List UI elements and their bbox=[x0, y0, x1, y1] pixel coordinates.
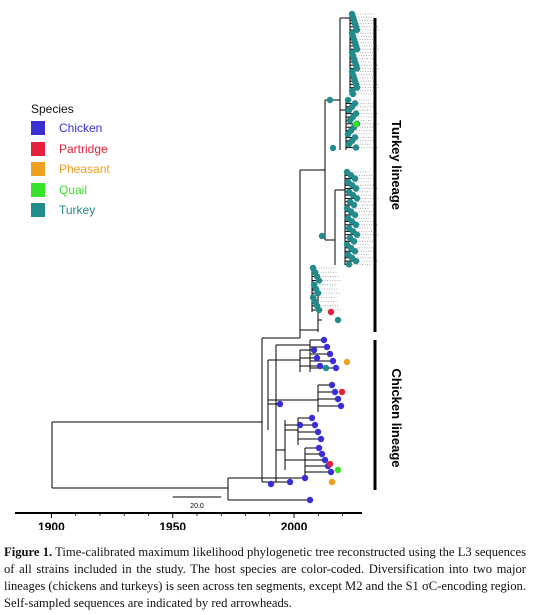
tip-marker bbox=[315, 444, 323, 452]
tip-marker bbox=[351, 211, 359, 219]
legend-label: Chicken bbox=[59, 121, 103, 135]
tip-marker bbox=[313, 354, 321, 362]
tip-marker bbox=[345, 261, 353, 268]
tip-marker bbox=[318, 450, 326, 458]
tip-marker bbox=[346, 117, 354, 124]
tip-marker bbox=[351, 248, 359, 255]
tip-marker bbox=[345, 141, 353, 148]
tip-marker bbox=[314, 290, 322, 297]
legend-label: Quail bbox=[59, 183, 88, 197]
tip-marker bbox=[276, 400, 284, 408]
tip-marker bbox=[353, 84, 361, 91]
tip-marker bbox=[326, 96, 334, 104]
tip-marker bbox=[334, 466, 342, 474]
tip-marker bbox=[286, 478, 294, 486]
tip-marker bbox=[350, 201, 358, 209]
tip-marker bbox=[323, 343, 331, 351]
tip-marker bbox=[337, 402, 345, 410]
tip-marker bbox=[318, 232, 326, 240]
legend-swatch bbox=[31, 162, 45, 176]
tip-marker bbox=[352, 144, 360, 151]
tip-marker bbox=[352, 257, 360, 265]
tip-marker bbox=[332, 364, 340, 372]
tip-marker bbox=[329, 144, 337, 152]
tip-marker bbox=[320, 336, 328, 344]
tip-marker bbox=[310, 346, 318, 354]
tip-marker bbox=[311, 421, 319, 429]
tip-marker bbox=[350, 238, 358, 245]
tip-marker bbox=[321, 456, 329, 464]
tip-marker bbox=[353, 195, 361, 202]
tip-marker bbox=[352, 185, 360, 192]
tip-marker bbox=[328, 381, 336, 389]
tip-marker bbox=[334, 316, 342, 324]
tip-marker bbox=[353, 231, 361, 238]
tip-marker bbox=[353, 46, 361, 53]
tip-marker bbox=[344, 96, 352, 104]
axis-tick-label: 1950 bbox=[159, 520, 186, 530]
tip-marker bbox=[351, 175, 359, 182]
tip-marker bbox=[314, 428, 322, 436]
tip-marker bbox=[331, 388, 339, 396]
tip-marker bbox=[353, 26, 361, 34]
legend-swatch bbox=[31, 183, 45, 197]
figure-panel: Turkey lineage Chicken lineage 1900 1950 20… bbox=[15, 10, 404, 534]
tip-marker bbox=[326, 350, 334, 358]
legend-title: Species bbox=[31, 102, 74, 116]
legend-label: Partridge bbox=[59, 142, 108, 156]
legend-label: Pheasant bbox=[59, 162, 110, 176]
tip-marker bbox=[352, 221, 360, 228]
tip-marker bbox=[317, 435, 325, 443]
tip-marker bbox=[327, 468, 335, 476]
tip-marker bbox=[296, 421, 304, 429]
tip-marker bbox=[308, 414, 316, 422]
tip-marker bbox=[349, 90, 357, 98]
caption-text: Time-calibrated maximum likelihood phylo… bbox=[4, 545, 526, 610]
tip-marker bbox=[353, 65, 361, 72]
tip-marker bbox=[328, 478, 336, 486]
tip-marker bbox=[327, 308, 335, 316]
tip-marker bbox=[301, 474, 309, 482]
legend-swatch bbox=[31, 142, 45, 156]
tip-marker bbox=[315, 277, 323, 284]
tip-marker bbox=[338, 388, 346, 396]
scale-bar-label: 20.0 bbox=[190, 503, 204, 510]
tip-marker bbox=[315, 306, 323, 314]
tip-marker bbox=[334, 395, 342, 403]
axis-tick-label: 1900 bbox=[38, 520, 65, 530]
phylogenetic-tree: Turkey lineage Chicken lineage 1900 1950 20… bbox=[15, 10, 404, 534]
caption-label: Figure 1. bbox=[4, 545, 53, 559]
tip-marker bbox=[322, 364, 330, 372]
tip-marker bbox=[306, 496, 314, 504]
tip-marker bbox=[267, 480, 275, 488]
tip-marker bbox=[326, 460, 334, 468]
tip-marker bbox=[316, 362, 324, 370]
chicken-lineage-label: Chicken lineage bbox=[389, 369, 404, 468]
turkey-lineage-label: Turkey lineage bbox=[389, 120, 404, 210]
tip-marker bbox=[329, 357, 337, 365]
tip-marker bbox=[352, 120, 360, 128]
axis-tick-label: 2000 bbox=[281, 520, 308, 530]
tip-marker bbox=[345, 107, 353, 114]
legend-swatch bbox=[31, 121, 45, 135]
legend-swatch bbox=[31, 203, 45, 217]
tip-marker bbox=[343, 358, 351, 366]
tip-marker bbox=[344, 130, 352, 138]
legend-label: Turkey bbox=[59, 203, 96, 217]
figure-caption: Figure 1. Time-calibrated maximum likeli… bbox=[4, 544, 526, 612]
